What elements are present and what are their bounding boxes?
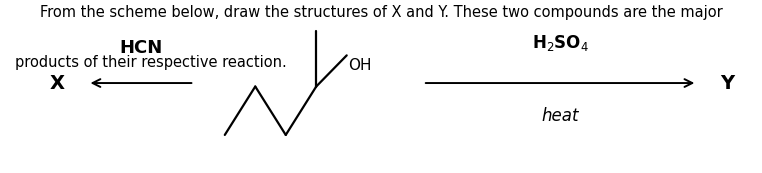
Text: products of their respective reaction.: products of their respective reaction.	[15, 55, 287, 70]
Text: HCN: HCN	[120, 39, 162, 57]
Text: X: X	[50, 74, 65, 93]
Text: From the scheme below, draw the structures of X and Y. These two compounds are t: From the scheme below, draw the structur…	[40, 5, 722, 20]
Text: Y: Y	[721, 74, 735, 93]
Text: H$_2$SO$_4$: H$_2$SO$_4$	[532, 33, 588, 53]
Text: heat: heat	[541, 107, 579, 125]
Text: OH: OH	[348, 58, 372, 73]
